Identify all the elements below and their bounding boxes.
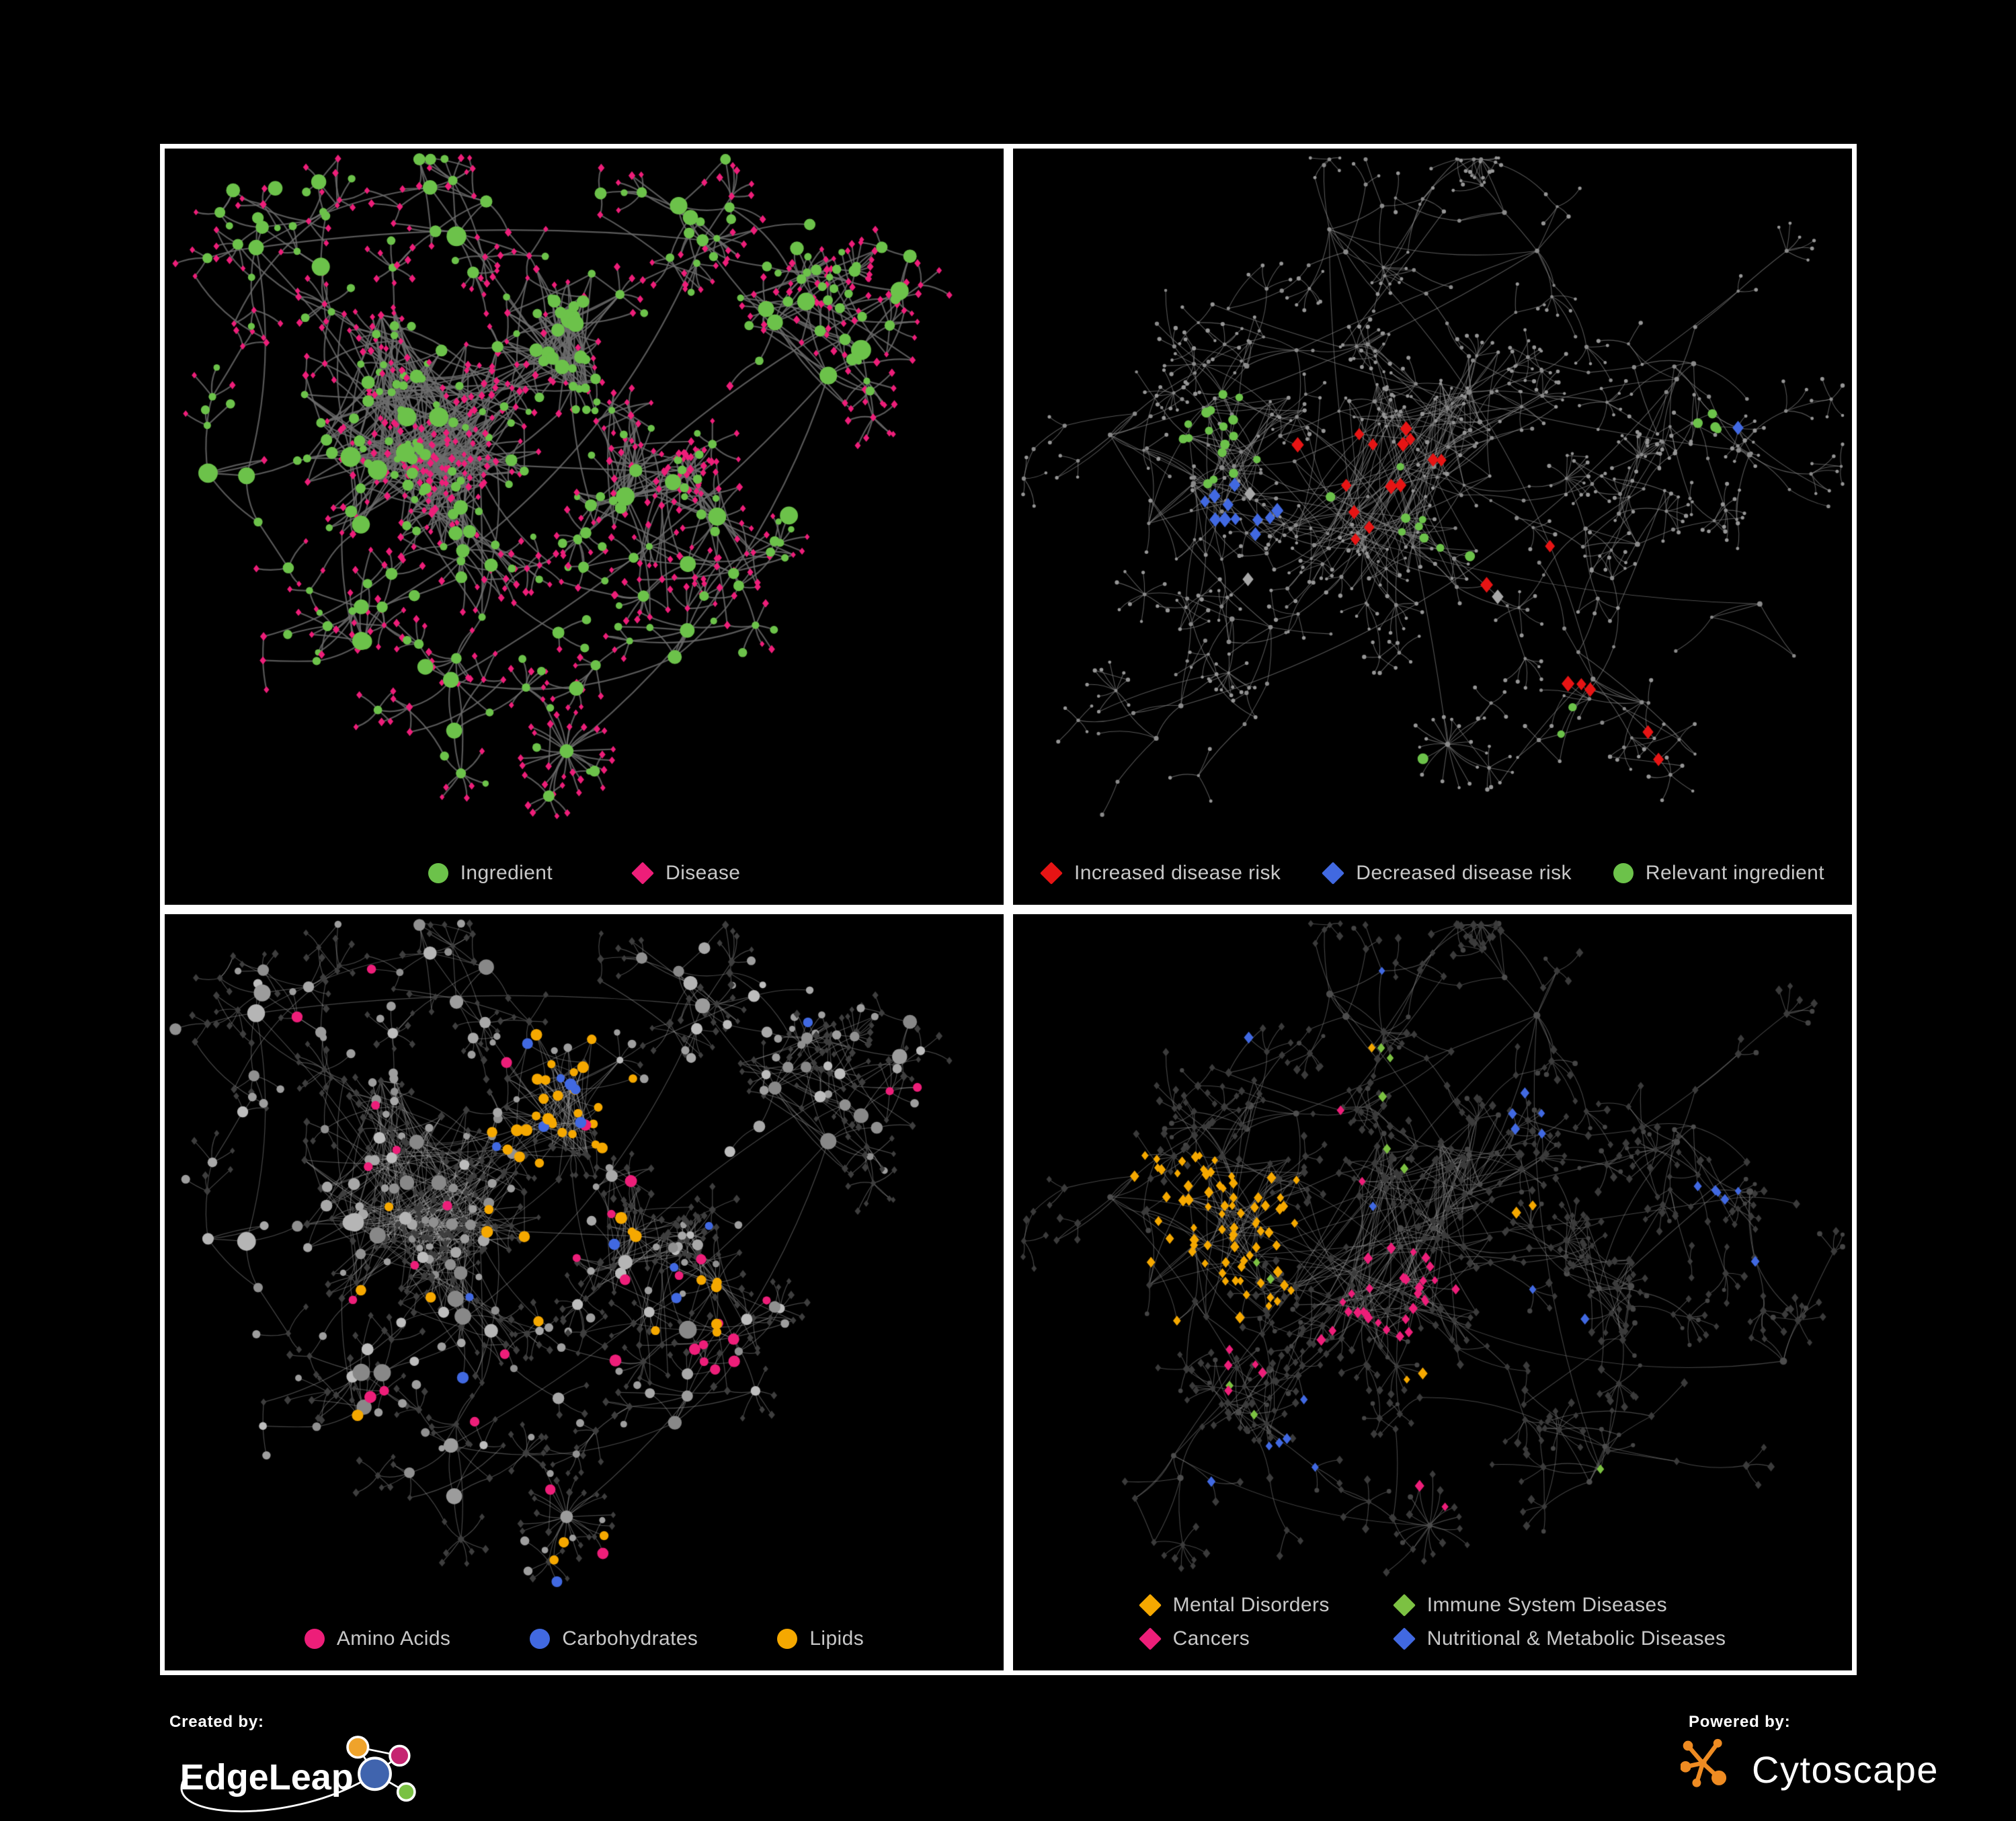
legend-item-increased-risk: Increased disease risk [1040,862,1281,885]
legend-immune-diseases-label: Immune System Diseases [1426,1594,1667,1616]
legend-item-nutritional-metabolic: Nutritional & Metabolic Diseases [1392,1627,1726,1650]
legend-decreased-risk-icon [1322,862,1345,885]
panel-disease-risk: Increased disease risk Decreased disease… [1008,144,1857,909]
legend-item-ingredient: Ingredient [428,862,553,885]
legend-lipids-label: Lipids [809,1627,864,1650]
edgeleap-swoosh-icon [180,1773,376,1813]
network-disease-categories-graph [1013,914,1852,1670]
legend-amino-acids-label: Amino Acids [336,1627,451,1650]
legend-item-disease: Disease [631,862,741,885]
legend-item-amino-acids: Amino Acids [304,1627,451,1650]
edgeleap-green-node-icon [396,1782,416,1802]
network-chemical-classes-graph [165,914,1004,1670]
legend-ingredient-label: Ingredient [460,862,553,884]
legend-increased-risk-label: Increased disease risk [1074,862,1281,884]
legend-ingredient-disease: Ingredient Disease [165,862,1004,885]
powered-by-label: Powered by: [1689,1713,1791,1731]
legend-chemical-classes: Amino Acids Carbohydrates Lipids [165,1627,1004,1650]
legend-carbohydrates-label: Carbohydrates [562,1627,698,1650]
legend-carbohydrates-icon [530,1629,551,1649]
legend-item-relevant-ingredient: Relevant ingredient [1613,862,1824,885]
legend-item-cancers: Cancers [1138,1627,1330,1650]
network-ingredient-disease-graph [165,149,1004,905]
legend-item-decreased-risk: Decreased disease risk [1322,862,1572,885]
legend-nutritional-metabolic-icon [1392,1627,1416,1650]
legend-decreased-risk-label: Decreased disease risk [1356,862,1572,884]
legend-item-lipids: Lipids [777,1627,864,1650]
legend-cancers-label: Cancers [1172,1627,1250,1650]
legend-relevant-ingredient-icon [1613,863,1634,883]
legend-amino-acids-icon [304,1629,325,1649]
legend-item-immune-diseases: Immune System Diseases [1392,1594,1726,1617]
network-disease-risk-graph [1013,149,1852,905]
legend-disease-label: Disease [666,862,741,884]
legend-item-mental-disorders: Mental Disorders [1138,1594,1330,1617]
edgeleap-logo: EdgeLeap [180,1736,416,1813]
cytoscape-wordmark: Cytoscape [1752,1748,1939,1791]
legend-nutritional-metabolic-label: Nutritional & Metabolic Diseases [1426,1627,1726,1650]
created-by-label: Created by: [169,1713,264,1731]
cytoscape-logo-icon [1681,1738,1727,1787]
edgeleap-wordmark: EdgeLeap [180,1757,354,1797]
legend-relevant-ingredient-label: Relevant ingredient [1645,862,1824,884]
edgeleap-pink-node-icon [389,1744,411,1767]
legend-ingredient-icon [428,863,448,883]
panel-ingredient-disease: Ingredient Disease [160,144,1008,909]
panel-chemical-classes: Amino Acids Carbohydrates Lipids [160,909,1008,1675]
legend-item-carbohydrates: Carbohydrates [530,1627,698,1650]
legend-mental-disorders-icon [1138,1594,1162,1617]
edgeleap-blue-node-icon [358,1756,392,1791]
edgeleap-orange-node-icon [346,1736,370,1759]
legend-mental-disorders-label: Mental Disorders [1172,1594,1330,1616]
panel-disease-categories: Mental Disorders Immune System Diseases … [1008,909,1857,1675]
legend-disease-icon [631,862,655,885]
cytoscape-logo: Cytoscape [1681,1738,1939,1800]
figure-grid: Ingredient Disease Increased disease ris… [160,144,1857,1675]
legend-disease-categories: Mental Disorders Immune System Diseases … [1013,1594,1852,1650]
legend-cancers-icon [1138,1627,1162,1650]
legend-increased-risk-icon [1040,862,1063,885]
legend-disease-risk: Increased disease risk Decreased disease… [1013,862,1852,885]
legend-immune-diseases-icon [1392,1594,1416,1617]
legend-lipids-icon [777,1629,798,1649]
